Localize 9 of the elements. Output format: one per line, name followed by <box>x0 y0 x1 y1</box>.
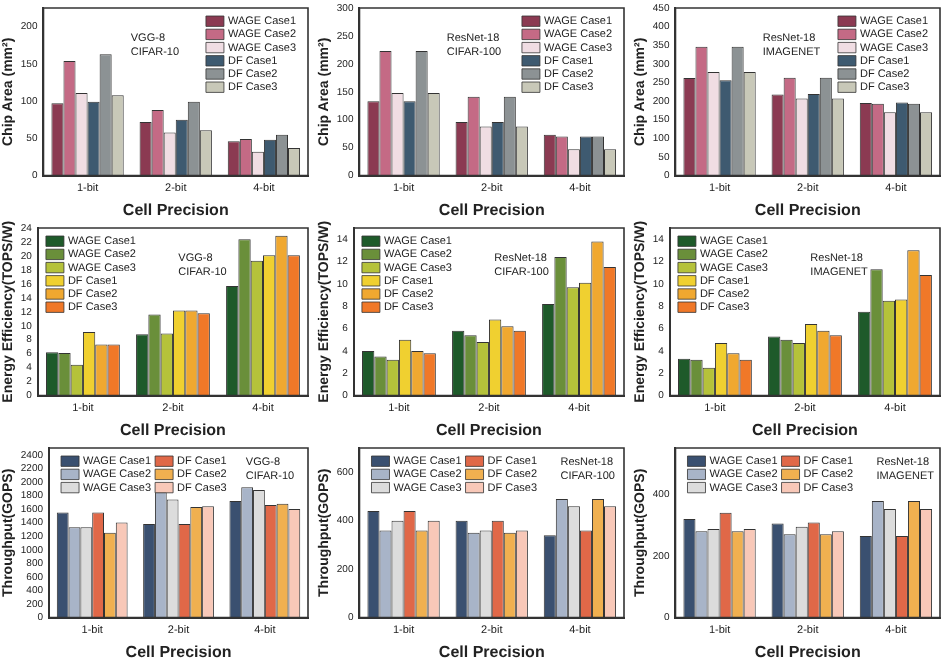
x-axis-title: Cell Precision <box>438 200 545 219</box>
x-axis-title: Cell Precision <box>436 420 543 439</box>
x-axis-title: Cell Precision <box>125 642 232 661</box>
x-axis-title: Cell Precision <box>120 420 227 439</box>
x-axis-title: Cell Precision <box>438 642 545 661</box>
x-axis-title: Cell Precision <box>122 200 229 219</box>
x-axis-title: Cell Precision <box>752 420 859 439</box>
x-axis-title: Cell Precision <box>754 200 861 219</box>
x-axis-title: Cell Precision <box>754 642 861 661</box>
